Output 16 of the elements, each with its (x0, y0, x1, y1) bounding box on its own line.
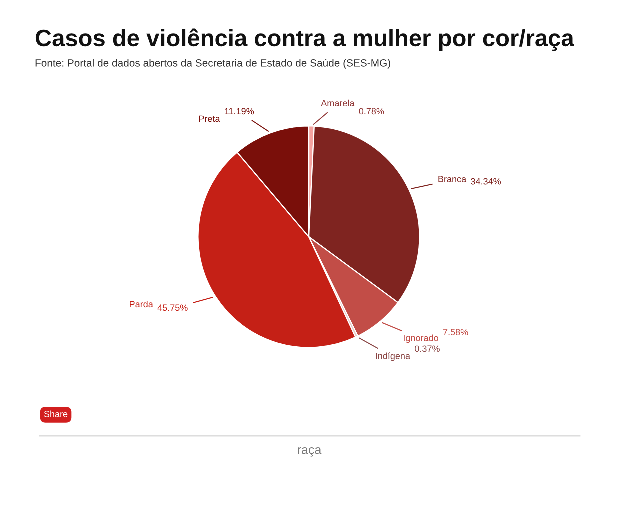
data-label: 0.37% (415, 346, 440, 352)
chart-title: Casos de violência contra a mulher por cor/raça (36, 28, 574, 52)
text: Share (44, 410, 68, 418)
data-label: 11.19% (225, 108, 254, 115)
data-label: 34.34% (471, 178, 502, 185)
slice-label: Parda (130, 300, 154, 308)
slice-label: Ignorado (404, 334, 438, 344)
slice-label: Preta (199, 116, 220, 122)
data-label: 0.78% (359, 108, 384, 115)
data-label: 7.58% (443, 329, 468, 336)
slice-label: Indígena (376, 352, 411, 362)
slice-label: Amarela (321, 100, 355, 107)
slice-label: Branca (438, 176, 467, 182)
data-label: 45.75% (158, 304, 188, 312)
text: raça (298, 447, 322, 457)
chart-subtitle: Fonte: Portal de dados abertos da Secretaria de Estado de Saúde (SES-MG) (36, 59, 390, 69)
